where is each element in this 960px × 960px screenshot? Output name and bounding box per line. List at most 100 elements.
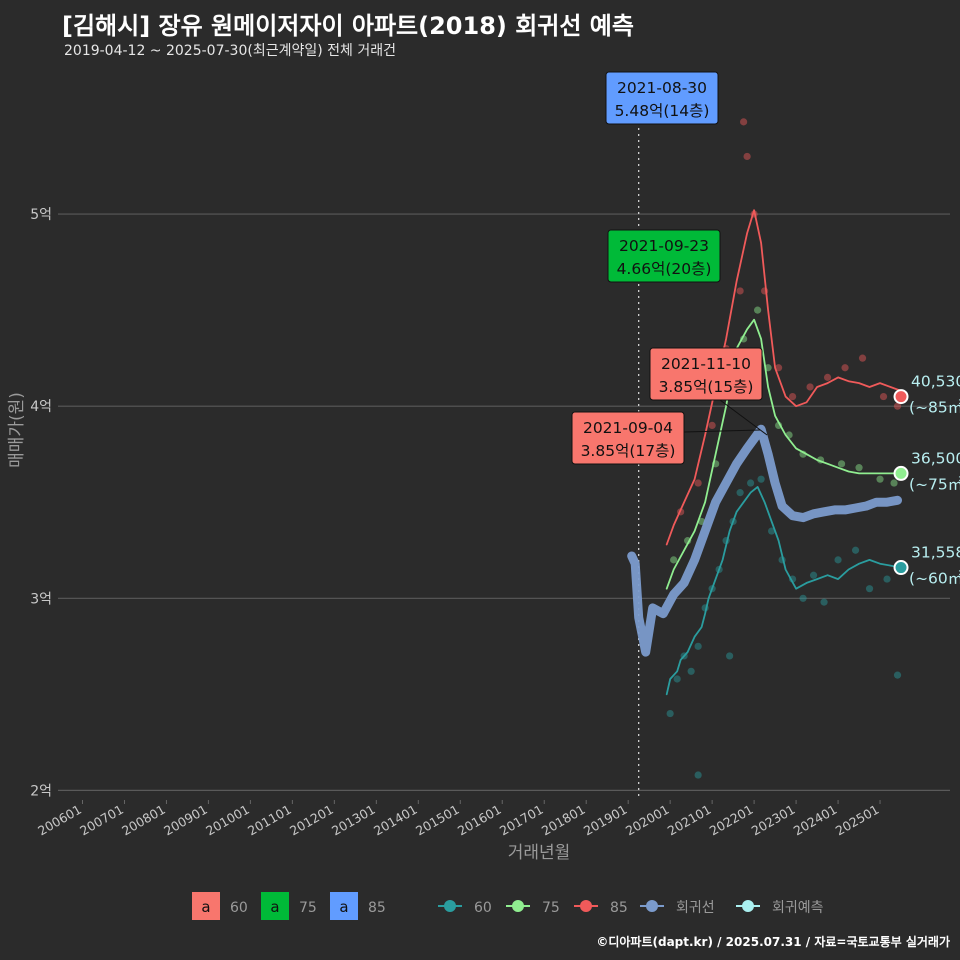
legend-line-marker (742, 900, 754, 912)
end-value-label: 36,500 (911, 449, 960, 467)
annotation-date: 2021-11-10 (661, 355, 751, 373)
grid-layer (58, 110, 950, 800)
x-tick-label: 201901 (581, 802, 630, 839)
annotation-value: 4.66억(20층) (617, 260, 712, 278)
scatter-point-85 (806, 383, 814, 391)
legend-line-marker (580, 900, 592, 912)
scatter-point-75 (855, 464, 863, 472)
x-tick-label: 202201 (707, 802, 756, 839)
legend-line-label: 75 (542, 900, 560, 916)
x-tick-label: 201401 (371, 802, 420, 839)
scatter-point-85 (743, 152, 751, 161)
annotation-date: 2021-09-23 (619, 237, 709, 255)
scatter-point-85 (841, 364, 849, 372)
x-tick-label: 201701 (497, 802, 546, 839)
legend-layer: a 60 a 75 a 85 60 75 85 회귀선 회귀예측 (192, 892, 824, 920)
legend-line-marker (512, 900, 524, 912)
scatter-point-85 (736, 287, 744, 295)
x-tick-label: 202301 (749, 802, 798, 839)
scatter-point-85 (788, 392, 797, 401)
x-tick-label: 201801 (539, 802, 588, 839)
x-tick-label: 202501 (833, 802, 882, 839)
legend-line-label: 85 (610, 900, 628, 916)
scatter-point-60 (809, 571, 818, 579)
x-tick-label: 201501 (413, 802, 462, 839)
x-tick-label: 200801 (119, 802, 168, 839)
end-area-label: (~85㎡) (909, 399, 960, 417)
scatter-point-60 (865, 585, 874, 593)
annotation-value: 3.85억(15층) (659, 378, 754, 396)
endpoint-marker (893, 465, 909, 481)
x-tick-label: 202401 (791, 802, 840, 839)
y-tick-label: 3억 (30, 591, 52, 607)
scatter-point-60 (736, 489, 744, 497)
scatter-point-75 (754, 306, 762, 314)
series-line-85 (665, 209, 902, 546)
scatter-point-60 (687, 667, 695, 675)
scatter-point-85 (774, 364, 783, 372)
source-caption: ©디아파트(dapt.kr) / 2025.07.31 / 자료=국토교통부 실… (596, 935, 950, 949)
series-line-60 (665, 486, 902, 696)
x-tick-label: 201101 (245, 802, 294, 839)
scatter-point-85 (694, 479, 702, 487)
line-layer (627, 209, 902, 696)
scatter-point-60 (673, 675, 681, 683)
annotation-leader (683, 429, 761, 433)
legend-box-glyph: a (270, 898, 279, 916)
y-tick-label: 2억 (30, 783, 52, 799)
legend-line-label: 회귀예측 (772, 900, 824, 916)
chart-title: [김해시] 장유 원메이저자이 아파트(2018) 회귀선 예측 (62, 12, 634, 40)
x-tick-label: 200701 (77, 802, 126, 839)
scatter-point-85 (879, 392, 888, 401)
scatter-point-75 (837, 460, 846, 468)
scatter-point-60 (757, 475, 765, 483)
scatter-point-85 (823, 373, 832, 381)
annotation-box (607, 229, 721, 283)
legend-line-label: 회귀선 (676, 900, 715, 916)
scatter-point-60 (694, 642, 702, 650)
scatter-point-75 (890, 479, 898, 487)
x-axis-title: 거래년월 (508, 843, 571, 863)
scatter-point-60 (799, 594, 807, 602)
chart-subtitle: 2019-04-12 ~ 2025-07-30(최근계약일) 전체 거래건 (64, 43, 396, 59)
x-tick-label: 201201 (287, 802, 336, 839)
scatter-point-60 (893, 671, 902, 679)
x-tick-label: 200901 (161, 802, 210, 839)
x-tick-label: 202001 (623, 802, 672, 839)
y-tick-label: 5억 (30, 207, 52, 223)
end-value-label: 40,530 (911, 373, 960, 391)
legend-box-swatch (192, 892, 220, 920)
scatter-point-60 (851, 546, 860, 554)
legend-line-label: 60 (474, 900, 492, 916)
annotation-date: 2021-09-04 (583, 419, 673, 437)
axis-layer: 2억3억4억5억20060120070120080120090120100120… (7, 207, 882, 863)
end-area-label: (~75㎡) (909, 475, 960, 493)
scatter-point-85 (893, 402, 902, 410)
legend-line-marker (444, 900, 456, 912)
annotation-value: 5.48억(14층) (615, 102, 710, 120)
scatter-point-75 (670, 556, 678, 564)
scatter-point-60 (666, 709, 674, 718)
legend-box-label: 60 (230, 900, 248, 916)
y-tick-label: 4억 (30, 399, 52, 415)
scatter-point-60 (747, 479, 755, 487)
annotation-box (605, 71, 719, 125)
legend-line-marker (646, 900, 658, 912)
x-tick-label: 200601 (35, 802, 84, 839)
scatter-point-85 (708, 421, 716, 429)
legend-box-glyph: a (339, 898, 348, 916)
scatter-point-85 (858, 354, 867, 362)
legend-box-swatch (330, 892, 358, 920)
endpoint-marker (893, 560, 909, 576)
end-area-label: (~60㎡) (909, 570, 960, 588)
y-axis-title: 매매가(원) (7, 392, 27, 468)
scatter-point-60 (834, 556, 842, 564)
x-tick-label: 201001 (203, 802, 252, 839)
scatter-point-75 (876, 475, 884, 483)
x-tick-label: 202101 (665, 802, 714, 839)
legend-box-glyph: a (201, 898, 210, 916)
annotation-date: 2021-08-30 (617, 79, 707, 97)
scatter-point-60 (820, 598, 828, 606)
annotation-leader (719, 399, 768, 436)
